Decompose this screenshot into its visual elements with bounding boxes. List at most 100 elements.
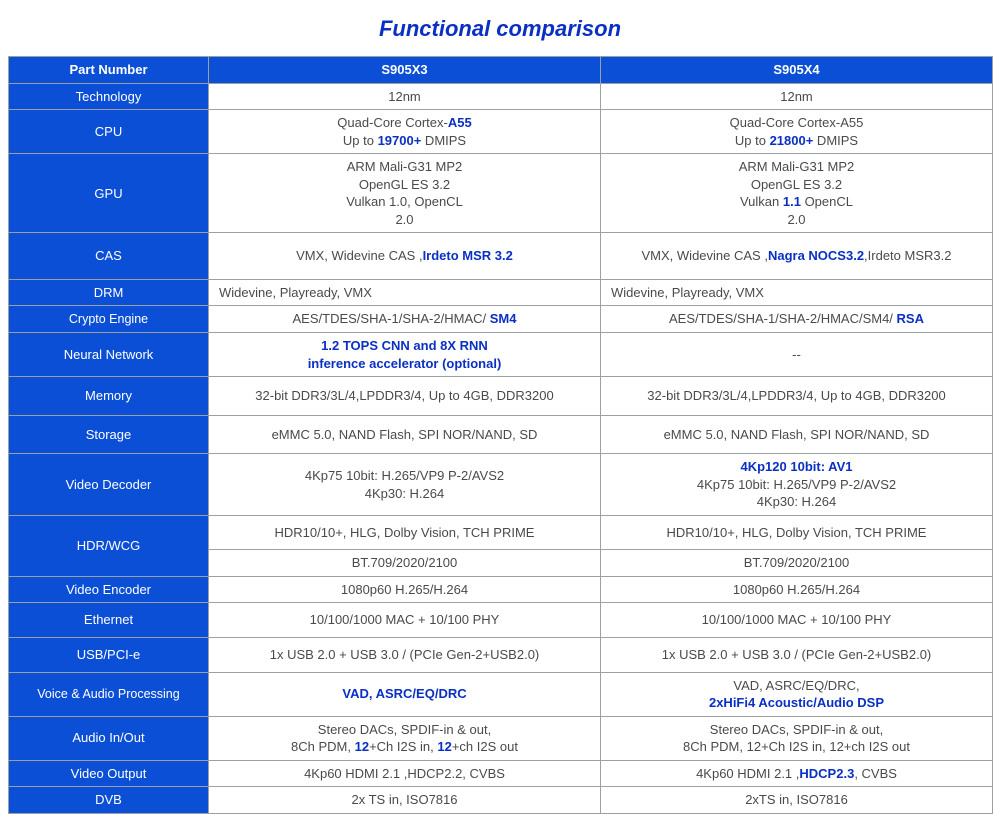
cpu-b-line2-em: 21800+ (770, 133, 814, 148)
row-gpu: GPU ARM Mali-G31 MP2 OpenGL ES 3.2 Vulka… (9, 154, 993, 233)
label-dvb: DVB (9, 787, 209, 814)
gpu-b3-post: OpenCL (801, 194, 853, 209)
cpu-b: Quad-Core Cortex-A55 Up to 21800+ DMIPS (601, 110, 993, 154)
usb-b: 1x USB 2.0 + USB 3.0 / (PCIe Gen-2+USB2.… (601, 638, 993, 673)
cas-b-pre: VMX, Widevine CAS , (642, 248, 768, 263)
vdec-b1: 4Kp75 10bit: H.265/VP9 P-2/AVS2 (697, 477, 896, 492)
vout-a: 4Kp60 HDMI 2.1 ,HDCP2.2, CVBS (209, 760, 601, 787)
gpu-b3-pre: Vulkan (740, 194, 783, 209)
label-voice: Voice & Audio Processing (9, 672, 209, 716)
row-aio: Audio In/Out Stereo DACs, SPDIF-in & out… (9, 716, 993, 760)
label-technology: Technology (9, 83, 209, 110)
row-technology: Technology 12nm 12nm (9, 83, 993, 110)
vout-b-post: , CVBS (854, 766, 897, 781)
cpu-a-line2-pre: Up to (343, 133, 378, 148)
row-nn: Neural Network 1.2 TOPS CNN and 8X RNN i… (9, 333, 993, 377)
stor-b: eMMC 5.0, NAND Flash, SPI NOR/NAND, SD (601, 415, 993, 454)
vout-b: 4Kp60 HDMI 2.1 ,HDCP2.3, CVBS (601, 760, 993, 787)
table-header-row: Part Number S905X3 S905X4 (9, 57, 993, 84)
gpu-b2: OpenGL ES 3.2 (751, 177, 842, 192)
vdec-a2: 4Kp30: H.264 (365, 486, 445, 501)
tech-a: 12nm (209, 83, 601, 110)
cpu-b-line2-post: DMIPS (813, 133, 858, 148)
vout-b-pre: 4Kp60 HDMI 2.1 , (696, 766, 799, 781)
venc-b: 1080p60 H.265/H.264 (601, 576, 993, 603)
label-gpu: GPU (9, 154, 209, 233)
vdec-b: 4Kp120 10bit: AV1 4Kp75 10bit: H.265/VP9… (601, 454, 993, 516)
gpu-b: ARM Mali-G31 MP2 OpenGL ES 3.2 Vulkan 1.… (601, 154, 993, 233)
row-venc: Video Encoder 1080p60 H.265/H.264 1080p6… (9, 576, 993, 603)
aio-b1: Stereo DACs, SPDIF-in & out, (710, 722, 883, 737)
hdr-a2: BT.709/2020/2100 (209, 550, 601, 577)
label-hdr: HDR/WCG (9, 515, 209, 576)
cas-b: VMX, Widevine CAS ,Nagra NOCS3.2,Irdeto … (601, 233, 993, 280)
label-storage: Storage (9, 415, 209, 454)
crypto-a-em: SM4 (490, 311, 517, 326)
row-storage: Storage eMMC 5.0, NAND Flash, SPI NOR/NA… (9, 415, 993, 454)
gpu-a1: ARM Mali-G31 MP2 (347, 159, 463, 174)
vout-b-em: HDCP2.3 (799, 766, 854, 781)
label-venc: Video Encoder (9, 576, 209, 603)
row-voice: Voice & Audio Processing VAD, ASRC/EQ/DR… (9, 672, 993, 716)
aio-a2-pre: 8Ch PDM, (291, 739, 355, 754)
aio-b: Stereo DACs, SPDIF-in & out, 8Ch PDM, 12… (601, 716, 993, 760)
gpu-a2: OpenGL ES 3.2 (359, 177, 450, 192)
gpu-b1: ARM Mali-G31 MP2 (739, 159, 855, 174)
vdec-b0: 4Kp120 10bit: AV1 (741, 459, 853, 474)
crypto-a-pre: AES/TDES/SHA-1/SHA-2/HMAC/ (293, 311, 490, 326)
crypto-b-pre: AES/TDES/SHA-1/SHA-2/HMAC/SM4/ (669, 311, 897, 326)
aio-a: Stereo DACs, SPDIF-in & out, 8Ch PDM, 12… (209, 716, 601, 760)
hdr-s905x3: S905X3 (209, 57, 601, 84)
dvb-b: 2xTS in, ISO7816 (601, 787, 993, 814)
vdec-a: 4Kp75 10bit: H.265/VP9 P-2/AVS2 4Kp30: H… (209, 454, 601, 516)
cpu-b-line2-pre: Up to (735, 133, 770, 148)
page-title: Functional comparison (0, 0, 1000, 56)
label-nn: Neural Network (9, 333, 209, 377)
cas-b-em: Nagra NOCS3.2 (768, 248, 864, 263)
gpu-a4: 2.0 (395, 212, 413, 227)
gpu-b3-em: 1.1 (783, 194, 801, 209)
cas-a: VMX, Widevine CAS ,Irdeto MSR 3.2 (209, 233, 601, 280)
label-aio: Audio In/Out (9, 716, 209, 760)
dvb-a: 2x TS in, ISO7816 (209, 787, 601, 814)
drm-b: Widevine, Playready, VMX (601, 279, 993, 306)
row-eth: Ethernet 10/100/1000 MAC + 10/100 PHY 10… (9, 603, 993, 638)
eth-b: 10/100/1000 MAC + 10/100 PHY (601, 603, 993, 638)
voice-a-em: VAD, ASRC/EQ/DRC (342, 686, 466, 701)
mem-b: 32-bit DDR3/3L/4,LPDDR3/4, Up to 4GB, DD… (601, 377, 993, 416)
label-crypto: Crypto Engine (9, 306, 209, 333)
vdec-b2: 4Kp30: H.264 (757, 494, 837, 509)
vdec-a1: 4Kp75 10bit: H.265/VP9 P-2/AVS2 (305, 468, 504, 483)
cpu-a-line2-post: DMIPS (421, 133, 466, 148)
aio-a2-em1: 12 (355, 739, 369, 754)
comparison-table: Part Number S905X3 S905X4 Technology 12n… (8, 56, 993, 814)
gpu-b4: 2.0 (787, 212, 805, 227)
hdr-s905x4: S905X4 (601, 57, 993, 84)
eth-a: 10/100/1000 MAC + 10/100 PHY (209, 603, 601, 638)
row-vout: Video Output 4Kp60 HDMI 2.1 ,HDCP2.2, CV… (9, 760, 993, 787)
label-eth: Ethernet (9, 603, 209, 638)
aio-a2-em2: 12 (437, 739, 451, 754)
mem-a: 32-bit DDR3/3L/4,LPDDR3/4, Up to 4GB, DD… (209, 377, 601, 416)
aio-a2-post: +ch I2S out (452, 739, 518, 754)
cas-a-pre: VMX, Widevine CAS , (296, 248, 422, 263)
hdr-partnumber: Part Number (9, 57, 209, 84)
usb-a: 1x USB 2.0 + USB 3.0 / (PCIe Gen-2+USB2.… (209, 638, 601, 673)
cpu-a-line1-pre: Quad-Core Cortex- (337, 115, 448, 130)
voice-a: VAD, ASRC/EQ/DRC (209, 672, 601, 716)
hdr-a1: HDR10/10+, HLG, Dolby Vision, TCH PRIME (209, 515, 601, 550)
row-vdec: Video Decoder 4Kp75 10bit: H.265/VP9 P-2… (9, 454, 993, 516)
nn-a1: 1.2 TOPS CNN and 8X RNN (321, 338, 488, 353)
voice-b: VAD, ASRC/EQ/DRC, 2xHiFi4 Acoustic/Audio… (601, 672, 993, 716)
row-usb: USB/PCI-e 1x USB 2.0 + USB 3.0 / (PCIe G… (9, 638, 993, 673)
label-vdec: Video Decoder (9, 454, 209, 516)
crypto-b-em: RSA (897, 311, 924, 326)
label-usb: USB/PCI-e (9, 638, 209, 673)
row-drm: DRM Widevine, Playready, VMX Widevine, P… (9, 279, 993, 306)
aio-b2: 8Ch PDM, 12+Ch I2S in, 12+ch I2S out (683, 739, 910, 754)
cpu-b-line1: Quad-Core Cortex-A55 (730, 115, 864, 130)
label-mem: Memory (9, 377, 209, 416)
aio-a2-mid: +Ch I2S in, (369, 739, 437, 754)
nn-b: -- (601, 333, 993, 377)
voice-b2: 2xHiFi4 Acoustic/Audio DSP (709, 695, 884, 710)
